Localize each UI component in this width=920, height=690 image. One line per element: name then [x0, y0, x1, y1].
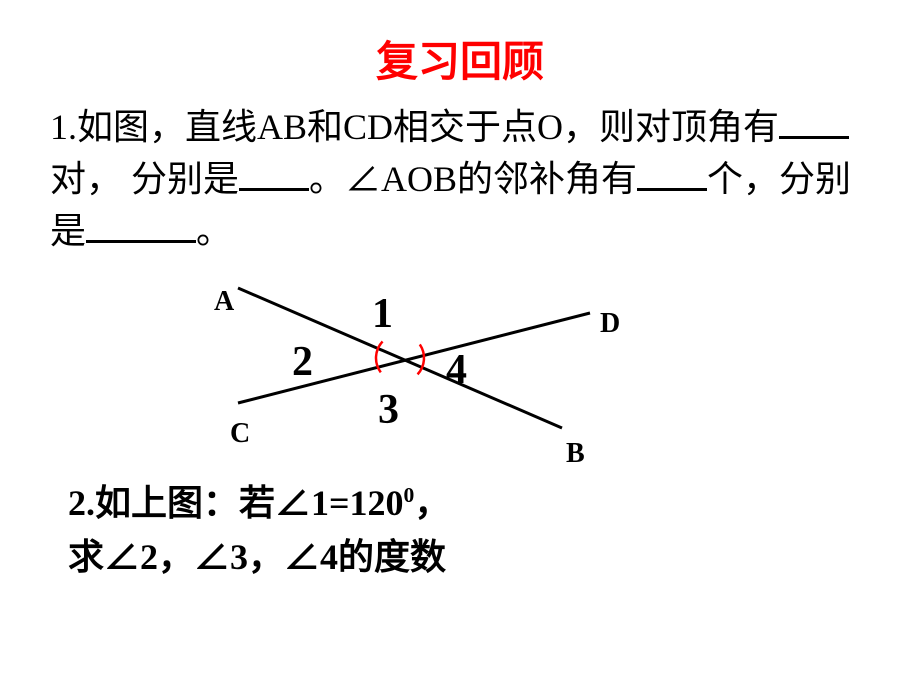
label-C: C — [230, 418, 250, 450]
diagram: A B C D 1 2 3 4 — [0, 258, 920, 458]
question-1: 1.如图，直线AB和CD相交于点O，则对顶角有对， 分别是。∠AOB的邻补角有个… — [0, 89, 920, 258]
angle-4: 4 — [446, 346, 467, 394]
q2-line1b: ， — [414, 483, 450, 523]
q1-seg1: 1.如图，直线AB和CD相交于点O，则对顶角有 — [50, 107, 779, 147]
q2-sup: 0 — [404, 483, 415, 507]
page-title: 复习回顾 — [0, 0, 920, 89]
q1-seg3: 。∠AOB的邻补角有 — [309, 159, 637, 199]
angle-3: 3 — [378, 386, 399, 434]
label-D: D — [600, 308, 620, 340]
q2-line1a: 2.如上图：若∠1=120 — [68, 483, 404, 523]
label-B: B — [566, 438, 585, 470]
angle-1: 1 — [372, 290, 393, 338]
blank-2 — [239, 159, 309, 191]
blank-1 — [779, 107, 849, 139]
question-2: 2.如上图：若∠1=1200， 求∠2，∠3，∠4的度数 — [0, 458, 920, 584]
label-A: A — [214, 286, 234, 318]
angle-2: 2 — [292, 338, 313, 386]
q1-seg5: 。 — [196, 211, 232, 251]
q1-seg2: 对， 分别是 — [50, 159, 239, 199]
blank-3 — [637, 159, 707, 191]
blank-4 — [86, 211, 196, 243]
q2-line2: 求∠2，∠3，∠4的度数 — [68, 537, 446, 577]
title-text: 复习回顾 — [376, 38, 544, 85]
